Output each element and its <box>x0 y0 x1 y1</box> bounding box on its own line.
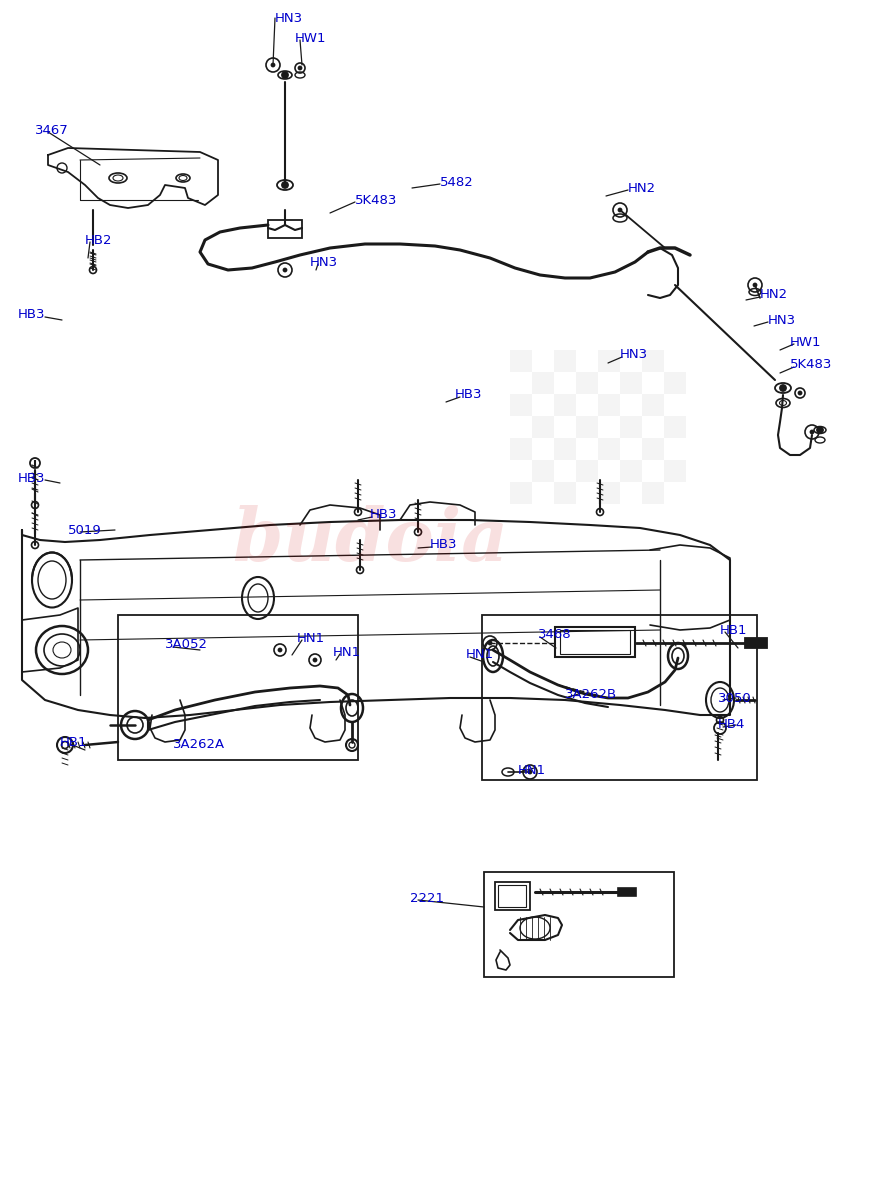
Text: HW1: HW1 <box>295 31 327 44</box>
Bar <box>598 394 620 416</box>
Text: HN3: HN3 <box>275 12 303 24</box>
Circle shape <box>278 648 282 652</box>
Bar <box>642 350 664 372</box>
Text: HN1: HN1 <box>466 648 494 661</box>
Circle shape <box>284 269 286 271</box>
Bar <box>745 638 767 648</box>
Text: HN2: HN2 <box>628 181 656 194</box>
Bar <box>642 394 664 416</box>
Text: HW1: HW1 <box>790 336 821 348</box>
Text: 3468: 3468 <box>538 629 572 642</box>
Circle shape <box>817 427 823 433</box>
Bar <box>554 438 576 460</box>
Circle shape <box>271 64 275 66</box>
Bar <box>510 394 532 416</box>
Bar <box>620 416 642 438</box>
Text: 2221: 2221 <box>410 892 444 905</box>
Circle shape <box>529 770 531 774</box>
Bar <box>642 438 664 460</box>
Circle shape <box>798 391 802 395</box>
Bar <box>576 416 598 438</box>
Circle shape <box>299 66 301 70</box>
Text: HN3: HN3 <box>310 256 338 269</box>
Circle shape <box>618 209 621 211</box>
Text: HB1: HB1 <box>720 624 747 636</box>
Bar <box>642 482 664 504</box>
Text: 3A262A: 3A262A <box>173 738 226 751</box>
Text: 3467: 3467 <box>35 124 69 137</box>
Text: HB3: HB3 <box>18 308 46 322</box>
Text: 5K483: 5K483 <box>355 193 397 206</box>
Bar <box>118 614 358 760</box>
Bar <box>532 372 554 394</box>
Circle shape <box>282 182 288 188</box>
Circle shape <box>811 431 813 433</box>
Bar <box>495 882 530 910</box>
Bar <box>620 460 642 482</box>
Bar <box>484 872 674 977</box>
Circle shape <box>753 283 757 287</box>
Text: 3A262B: 3A262B <box>565 689 617 702</box>
Bar <box>510 482 532 504</box>
Bar <box>598 350 620 372</box>
Text: HN3: HN3 <box>620 348 648 361</box>
Bar <box>554 482 576 504</box>
Bar <box>598 438 620 460</box>
Text: 3A052: 3A052 <box>165 638 208 652</box>
Text: HN1: HN1 <box>297 631 325 644</box>
Text: 5019: 5019 <box>68 523 101 536</box>
Bar <box>664 416 686 438</box>
Text: HB3: HB3 <box>455 389 483 402</box>
Bar <box>664 460 686 482</box>
Bar <box>560 630 630 654</box>
Text: HB3: HB3 <box>370 509 397 522</box>
Bar <box>664 372 686 394</box>
Bar <box>554 350 576 372</box>
Circle shape <box>488 642 492 644</box>
Text: HN2: HN2 <box>760 288 788 301</box>
Text: 5482: 5482 <box>440 175 474 188</box>
Text: 3050: 3050 <box>718 691 751 704</box>
Text: 5K483: 5K483 <box>790 359 833 372</box>
Bar <box>554 394 576 416</box>
Text: HB2: HB2 <box>85 234 113 246</box>
Bar <box>268 220 302 238</box>
Text: HN1: HN1 <box>333 646 361 659</box>
Bar <box>510 350 532 372</box>
Bar <box>510 438 532 460</box>
Bar <box>532 460 554 482</box>
Bar <box>482 614 757 780</box>
Circle shape <box>314 659 316 661</box>
Text: budoia: budoia <box>232 504 508 576</box>
Text: HN3: HN3 <box>768 313 796 326</box>
Bar <box>532 416 554 438</box>
Text: HB4: HB4 <box>718 719 745 732</box>
Text: HN1: HN1 <box>518 763 546 776</box>
Bar <box>576 372 598 394</box>
Bar <box>498 886 526 907</box>
Circle shape <box>780 385 786 391</box>
Text: HB3: HB3 <box>18 472 46 485</box>
Circle shape <box>282 72 288 78</box>
Text: HB3: HB3 <box>430 539 457 552</box>
Text: HB1: HB1 <box>60 736 87 749</box>
Bar <box>598 482 620 504</box>
Bar <box>618 888 636 896</box>
Bar <box>620 372 642 394</box>
Bar <box>576 460 598 482</box>
Bar <box>555 626 635 658</box>
